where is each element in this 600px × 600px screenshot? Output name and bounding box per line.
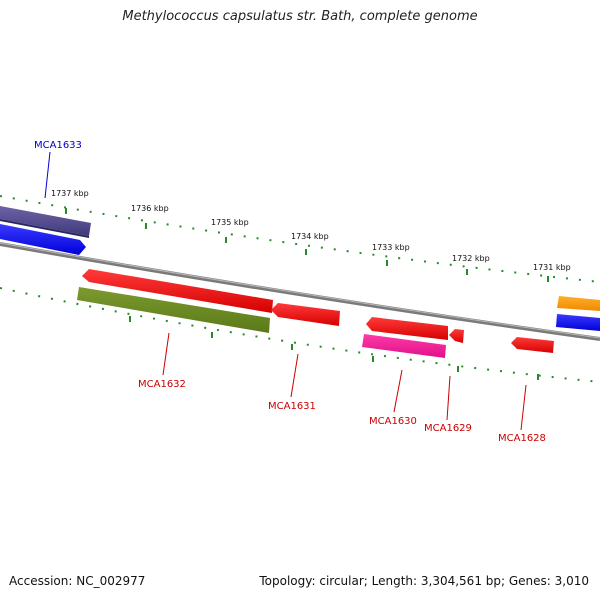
outer-scale: 1737 kbp 1736 kbp 1735 kbp 1734 kbp 1733… [0,189,600,283]
label-leader-mca1631 [290,353,299,398]
label-leader-mca1633 [44,151,51,199]
page-title: Methylococcus capsulatus str. Bath, comp… [122,9,478,24]
outer-scale-dots [0,195,600,283]
scale-label: 1731 kbp [533,263,571,272]
gene-feature-purple[interactable] [0,206,91,236]
scale-label: 1737 kbp [51,189,89,198]
gene-arrow-blue[interactable] [0,224,86,255]
gene-arrow-mca1630[interactable] [366,317,448,340]
accession-text: Accession: NC_002977 [9,574,146,588]
gene-arrow-mca1631[interactable] [271,303,340,326]
gene-arrow-mca1628[interactable] [511,337,554,353]
scale-label: 1736 kbp [131,204,169,213]
gene-feature-olive[interactable] [77,287,270,333]
genome-backbone [0,242,600,341]
label-leader-mca1632 [162,332,170,376]
gene-label-mca1633[interactable]: MCA1633 [34,140,82,151]
gene-feature-purple-edge [0,219,89,238]
scale-label: 1735 kbp [211,218,249,227]
label-leader-mca1628 [520,384,527,431]
gene-label-mca1632[interactable]: MCA1632 [138,379,186,390]
gene-arrow-blue-right[interactable] [556,314,600,331]
scale-label: 1732 kbp [452,254,490,263]
inner-scale [0,287,600,383]
gene-feature-pink[interactable] [362,334,446,358]
label-leader-mca1630 [393,369,403,413]
gene-arrow-mca1632[interactable] [82,269,273,313]
gene-label-mca1629[interactable]: MCA1629 [424,423,472,434]
gene-arrow-mca1629[interactable] [449,329,464,343]
gene-feature-orange[interactable] [557,296,600,311]
scale-label: 1734 kbp [291,232,329,241]
gene-label-mca1630[interactable]: MCA1630 [369,416,417,427]
gene-label-mca1631[interactable]: MCA1631 [268,401,316,412]
genome-stats-text: Topology: circular; Length: 3,304,561 bp… [259,574,589,588]
label-leader-mca1629 [446,375,451,421]
gene-label-mca1628[interactable]: MCA1628 [498,433,546,444]
genome-backbone-highlight [0,242,600,339]
scale-label: 1733 kbp [372,243,410,252]
